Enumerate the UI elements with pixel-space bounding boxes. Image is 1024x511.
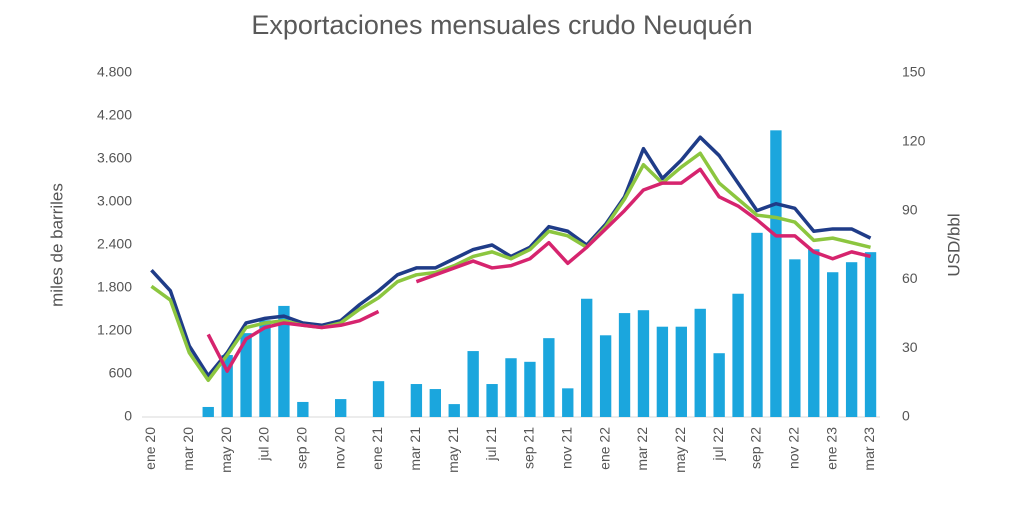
y2-tick-label: 30	[902, 339, 918, 355]
price-line	[150, 135, 872, 378]
y-tick-label: 0	[124, 408, 132, 424]
bar	[448, 404, 460, 417]
bar	[675, 326, 687, 417]
bar	[656, 326, 669, 417]
x-tick-label: nov 20	[331, 427, 347, 469]
bar	[808, 249, 820, 417]
y-tick-label: 3.600	[97, 150, 132, 166]
bar	[599, 335, 612, 417]
y-tick-label: 1.200	[97, 322, 132, 338]
price-line	[415, 167, 871, 284]
price-line	[206, 309, 380, 373]
y2-axis-label: USD/bbl	[944, 213, 963, 276]
bar	[789, 259, 801, 417]
x-tick-label: nov 22	[786, 427, 802, 469]
x-tick-label: jul 22	[710, 427, 726, 462]
y-tick-label: 4.800	[97, 64, 132, 80]
bar	[410, 384, 423, 417]
bar	[297, 401, 309, 417]
x-tick-label: sep 21	[521, 427, 537, 469]
y-tick-label: 2.400	[97, 236, 132, 252]
x-tick-label: ene 22	[596, 427, 612, 470]
y2-tick-label: 90	[902, 201, 918, 217]
bar	[732, 293, 744, 417]
bar	[618, 313, 631, 417]
bar	[713, 353, 725, 417]
bar	[467, 351, 479, 417]
y-axis-label: miles de barriles	[47, 183, 66, 307]
bar	[202, 406, 214, 417]
y-tick-label: 3.000	[97, 193, 132, 209]
x-tick-label: may 20	[218, 427, 234, 473]
bar	[221, 355, 233, 417]
x-tick-label: nov 21	[558, 427, 574, 469]
x-tick-label: ene 20	[142, 427, 158, 470]
bar	[335, 399, 347, 417]
bar	[827, 272, 839, 417]
y2-tick-label: 0	[902, 408, 910, 424]
x-tick-label: sep 20	[294, 427, 310, 469]
bar	[694, 308, 706, 417]
y2-tick-label: 120	[902, 133, 926, 149]
bar	[505, 358, 517, 417]
x-tick-label: mar 22	[634, 427, 650, 471]
bar	[845, 262, 858, 417]
price-line	[150, 151, 871, 383]
bar	[259, 320, 271, 417]
x-tick-label: ene 21	[369, 427, 385, 470]
y-tick-label: 1.800	[97, 279, 132, 295]
y-tick-label: 600	[109, 365, 133, 381]
y2-tick-label: 150	[902, 64, 926, 80]
x-tick-label: jul 21	[483, 427, 499, 462]
x-tick-label: ene 23	[823, 427, 839, 470]
bar	[543, 338, 555, 417]
bar	[562, 388, 574, 417]
x-tick-label: mar 21	[407, 427, 423, 471]
bar	[372, 381, 385, 417]
bar	[240, 333, 252, 417]
bar	[486, 384, 498, 417]
y2-tick-label: 60	[902, 270, 918, 286]
x-tick-label: sep 22	[748, 427, 764, 469]
bar	[864, 252, 877, 417]
bar	[429, 389, 441, 417]
x-tick-label: jul 20	[256, 427, 272, 462]
bar	[278, 305, 290, 417]
bar	[637, 310, 650, 417]
x-tick-label: mar 20	[180, 427, 196, 471]
bar	[581, 298, 593, 417]
chart-title: Exportaciones mensuales crudo Neuquén	[251, 10, 752, 40]
bar	[524, 361, 536, 417]
x-tick-label: may 21	[445, 427, 461, 473]
y-tick-label: 4.200	[97, 107, 132, 123]
x-tick-label: mar 23	[861, 427, 877, 471]
bar	[751, 232, 763, 417]
x-tick-label: may 22	[672, 427, 688, 473]
bar	[770, 130, 782, 418]
